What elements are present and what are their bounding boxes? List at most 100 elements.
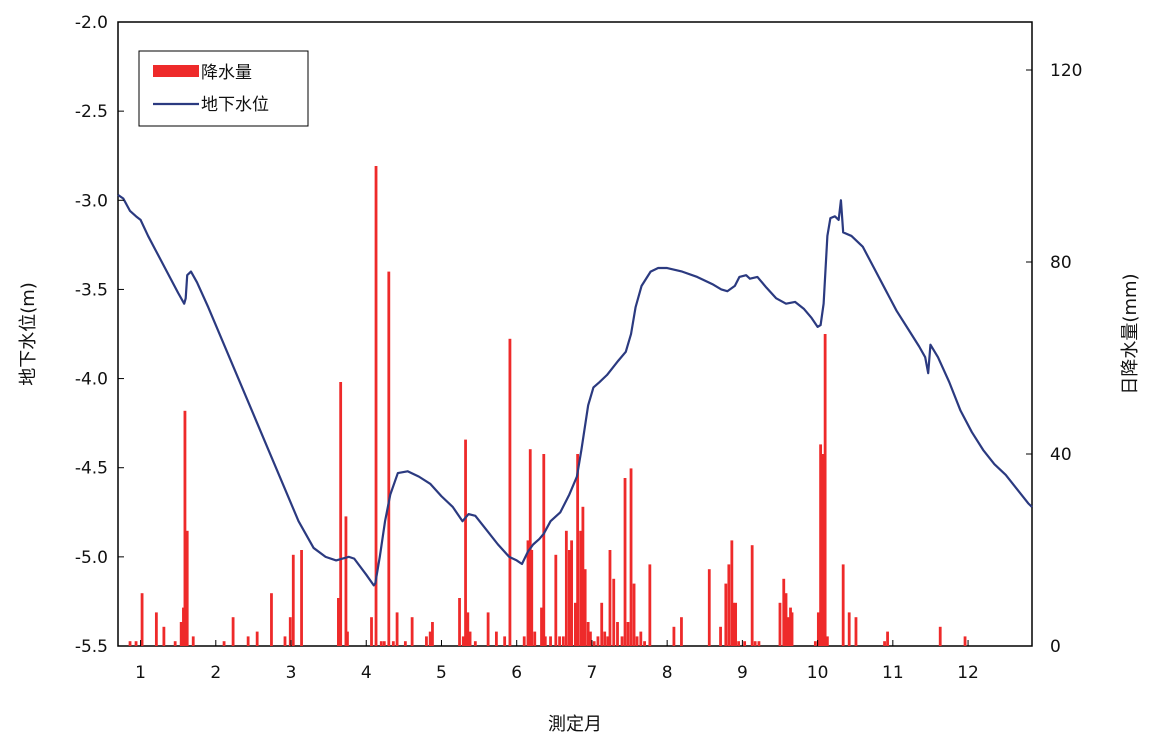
rain-bar [395, 612, 399, 646]
rain-bar [825, 636, 829, 646]
rain-bar [162, 626, 166, 646]
rain-bar [549, 636, 552, 646]
y-left-tick-label: -3.5 [75, 280, 108, 300]
rain-bar [648, 564, 652, 646]
rain-bar [530, 550, 534, 646]
rain-bar [542, 454, 546, 646]
x-tick-label: 9 [737, 663, 748, 683]
rain-bar [522, 636, 526, 646]
rain-bar [564, 530, 568, 646]
rain-bar [886, 631, 889, 646]
rain-bar [183, 410, 187, 646]
x-tick-label: 5 [436, 663, 447, 683]
rain-bar [270, 593, 273, 646]
rain-bar [586, 622, 590, 646]
rain-bar [543, 636, 547, 646]
rain-bar [782, 578, 786, 646]
rain-bar [486, 612, 490, 646]
rain-bar [583, 569, 587, 646]
x-tick-label: 6 [511, 663, 522, 683]
rain-bar [461, 636, 465, 646]
rain-bar [458, 598, 461, 646]
rain-bar [786, 617, 790, 646]
water-level-line [117, 194, 1033, 587]
rain-bar [854, 617, 858, 646]
rain-bar [140, 593, 144, 646]
rain-bar [730, 540, 734, 646]
rain-bar [374, 166, 378, 646]
rain-bar [173, 641, 177, 646]
rain-bar [403, 641, 407, 646]
rain-bar [589, 631, 592, 646]
rain-bar [410, 617, 414, 646]
rain-bar [231, 617, 235, 646]
rain-bar [291, 554, 295, 646]
rain-bar [191, 636, 195, 646]
rain-bar [734, 602, 738, 646]
rain-bar [606, 636, 610, 646]
rain-bar [533, 631, 537, 646]
rain-bar [629, 468, 633, 646]
rain-bar [179, 622, 183, 646]
rain-bar [464, 439, 467, 646]
rain-bar [757, 641, 761, 646]
rain-bar [778, 602, 782, 646]
rain-bar [750, 545, 754, 646]
rain-bar [643, 641, 646, 646]
rain-bar [816, 612, 820, 646]
x-axis-title: 測定月 [548, 714, 602, 735]
rain-bar [473, 641, 477, 646]
rain-bar [743, 641, 747, 646]
rain-bar [753, 641, 757, 646]
rain-bar [255, 631, 259, 646]
rain-bar [790, 612, 794, 646]
x-tick-label: 4 [361, 663, 372, 683]
rain-bar [616, 622, 619, 646]
x-tick-label: 7 [587, 663, 598, 683]
rain-bar [154, 612, 158, 646]
rain-bar [707, 569, 711, 646]
rain-bar [185, 530, 189, 646]
rain-bar [468, 631, 472, 646]
rain-bar [784, 593, 788, 646]
y-right-tick-label: 40 [1050, 445, 1072, 465]
x-tick-label: 1 [135, 663, 146, 683]
rain-bar [819, 444, 823, 646]
rain-bar [603, 631, 607, 646]
rain-bar [387, 271, 391, 646]
rain-bars [128, 166, 967, 646]
rain-bar [841, 564, 845, 646]
rain-bar [222, 641, 226, 646]
rain-bar [823, 334, 827, 646]
rain-bar [600, 602, 604, 646]
y-left-tick-label: -2.0 [75, 13, 108, 33]
rain-bar [339, 382, 343, 646]
rain-bar [508, 338, 512, 646]
y-right-tick-label: 0 [1050, 637, 1061, 657]
rain-bar [526, 540, 530, 646]
rain-bar [503, 636, 507, 646]
rain-bar [727, 564, 731, 646]
rain-bar [428, 631, 432, 646]
rain-bar [608, 550, 612, 646]
rain-bar [246, 636, 250, 646]
rain-bar [561, 636, 565, 646]
rain-bar [379, 641, 383, 646]
rain-bar [579, 530, 583, 646]
y-left-tick-label: -4.5 [75, 459, 108, 479]
y-right-tick-label: 120 [1050, 61, 1082, 81]
y-left-tick-label: -5.5 [75, 637, 108, 657]
rain-bar [134, 641, 138, 646]
y-left-axis: -2.0 -2.5 -3.0 -3.5 -4.0 -4.5 -5.0 -5.5 [75, 13, 124, 657]
x-tick-label: 8 [662, 663, 673, 683]
legend-swatch-rain [153, 65, 199, 77]
rain-bar [731, 602, 735, 646]
rain-bar [632, 583, 636, 646]
rain-bar [567, 550, 571, 646]
rain-bar [719, 626, 722, 646]
rain-bar [821, 454, 825, 646]
rain-bar [466, 612, 470, 646]
y-left-tick-label: -3.0 [75, 191, 108, 211]
legend-label-water: 地下水位 [201, 95, 269, 115]
